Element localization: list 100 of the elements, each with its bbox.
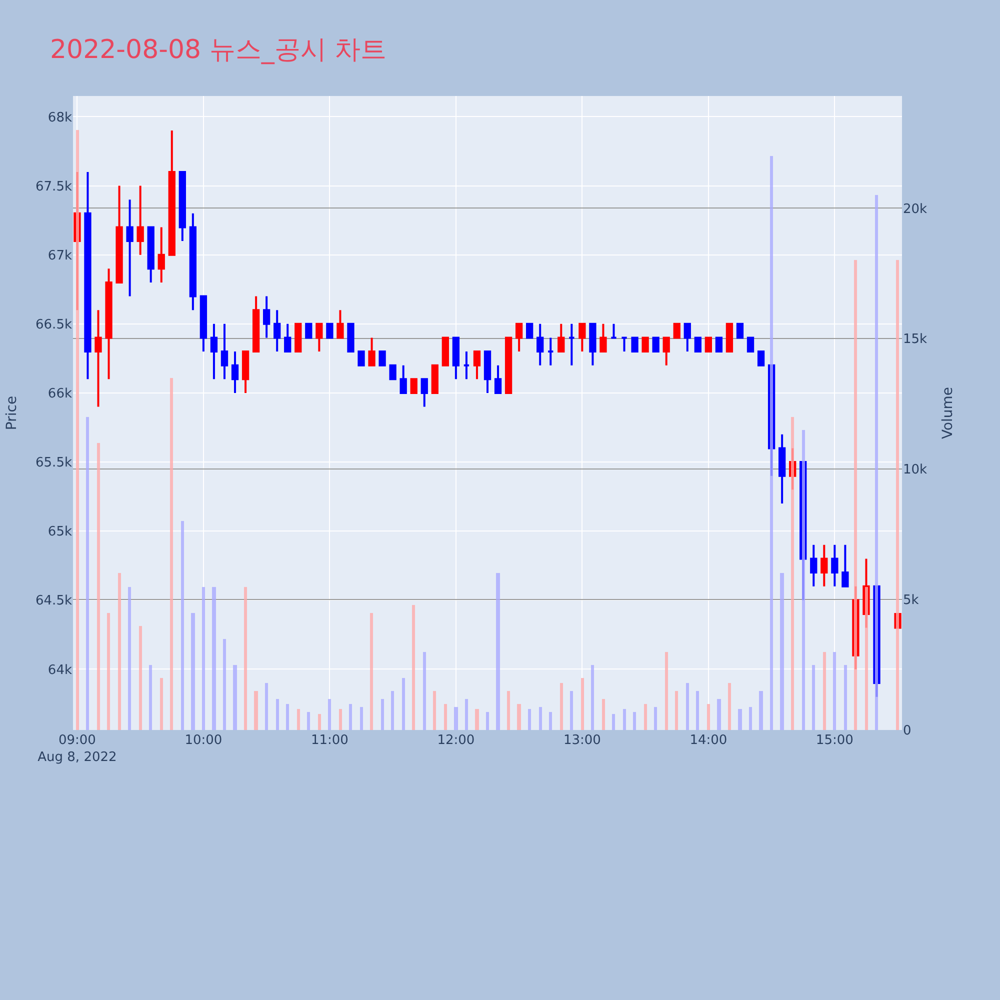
candlestick <box>452 336 460 380</box>
bar <box>644 704 647 730</box>
candlestick <box>673 322 680 339</box>
bar <box>107 613 110 730</box>
x-tick-label: 14:00 <box>690 733 728 748</box>
bar <box>139 626 142 730</box>
candlestick <box>746 336 754 353</box>
candlestick <box>242 350 250 394</box>
candlestick <box>578 322 586 353</box>
candlestick <box>189 212 197 312</box>
x-tick-label: 12:00 <box>437 733 475 748</box>
bar <box>780 573 784 730</box>
bar <box>307 712 310 730</box>
y-tick-label: 64.5k <box>36 594 72 609</box>
candlestick <box>558 322 565 353</box>
bar <box>97 443 100 730</box>
candlestick <box>378 350 386 366</box>
candlestick <box>305 322 312 339</box>
y-tick-label: 64k <box>48 662 72 678</box>
candlestick <box>200 295 208 353</box>
candlestick <box>620 336 628 353</box>
candlestick <box>431 364 438 394</box>
bar <box>675 691 678 730</box>
candlestick <box>410 378 418 394</box>
bar <box>707 704 710 730</box>
bar <box>223 639 226 730</box>
x-tick-label: 10:00 <box>184 733 222 748</box>
candlestick <box>136 184 144 256</box>
candlestick <box>842 544 849 588</box>
candlestick <box>568 322 576 366</box>
y2-axis-title: Volume <box>940 386 956 440</box>
x-tick-label: 13:00 <box>563 733 601 748</box>
bar <box>170 378 173 730</box>
y2-tick-label: 5k <box>903 593 920 608</box>
candlestick <box>84 170 92 380</box>
candlestick <box>274 309 281 353</box>
bar <box>486 712 489 730</box>
bar <box>191 613 195 730</box>
candlestick <box>547 336 554 366</box>
chart-title: 2022-08-08 뉴스_공시 차트 <box>50 35 387 66</box>
candlestick <box>116 184 123 284</box>
x-tick-label: 09:00 Aug 8, 2022 <box>38 733 117 765</box>
y2-tick-label: 0 <box>903 724 912 739</box>
bar <box>402 678 405 730</box>
bar <box>654 707 657 730</box>
y-tick-label: 65.5k <box>36 456 72 471</box>
candlestick <box>757 350 765 366</box>
bar <box>823 652 826 730</box>
candlestick <box>631 336 638 353</box>
bar <box>181 521 184 730</box>
bar <box>517 704 521 730</box>
bar <box>696 691 699 730</box>
bar <box>896 260 899 730</box>
bar <box>160 678 163 730</box>
candlestick <box>400 364 407 394</box>
x-tick-label: 11:00 <box>310 733 348 748</box>
candlestick <box>610 322 618 339</box>
bar <box>149 665 152 730</box>
bar <box>539 707 542 730</box>
bar <box>759 691 763 730</box>
candlestick <box>778 433 786 504</box>
candlestick <box>600 322 607 353</box>
candlestick <box>515 322 523 353</box>
candlestick <box>810 544 818 588</box>
bar <box>433 691 436 730</box>
bar <box>265 683 268 730</box>
candlestick <box>105 268 112 380</box>
candlestick <box>820 544 828 588</box>
candlestick <box>526 322 534 339</box>
bar <box>465 699 468 730</box>
candlestick <box>420 378 428 408</box>
bar <box>612 714 615 730</box>
candlestick <box>473 350 481 380</box>
y-tick-label: 66k <box>48 386 72 402</box>
bar <box>581 678 584 730</box>
candlestick <box>336 309 344 339</box>
y2-tick-label: 10k <box>903 462 928 478</box>
candlestick <box>147 226 154 284</box>
candlestick <box>831 544 838 588</box>
bar <box>738 709 742 730</box>
bar <box>444 704 447 730</box>
candlestick <box>652 336 660 353</box>
bar <box>833 652 836 730</box>
candlestick <box>126 198 134 298</box>
candlestick <box>220 322 228 380</box>
bar <box>717 699 721 730</box>
bar <box>570 691 573 730</box>
candlestick <box>326 322 334 339</box>
bar <box>549 712 552 730</box>
bar <box>507 691 510 730</box>
bar <box>202 587 205 730</box>
y-axis-title: Price <box>4 396 20 430</box>
bar <box>423 652 426 730</box>
candlestick <box>284 322 292 353</box>
bar <box>844 665 847 730</box>
bar <box>128 587 131 730</box>
y-tick-label: 68k <box>48 110 72 126</box>
candlestick <box>347 322 354 353</box>
candlestick <box>642 336 649 353</box>
candlestick <box>231 350 239 394</box>
